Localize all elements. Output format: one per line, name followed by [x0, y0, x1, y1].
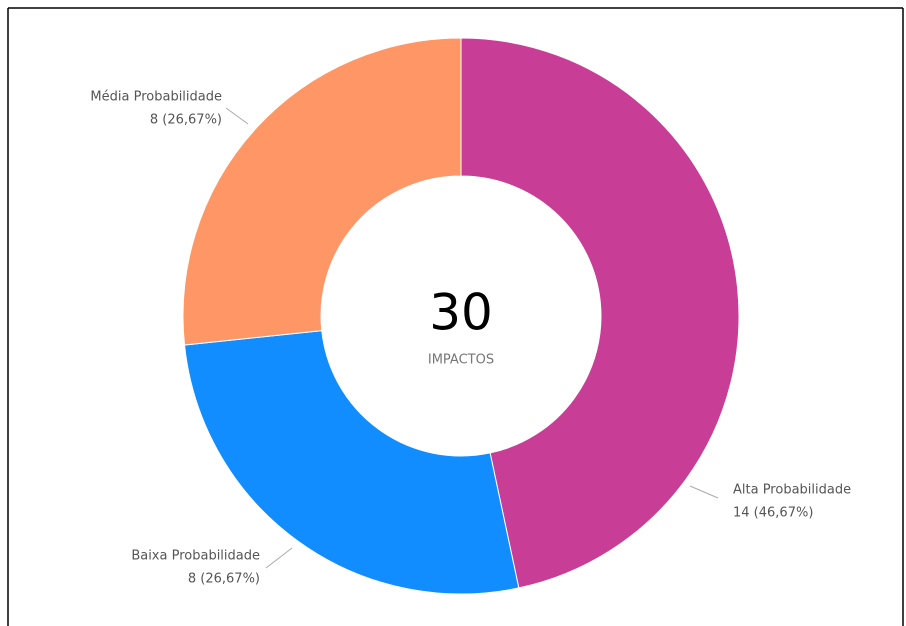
- center-value: 30: [429, 284, 493, 342]
- slice-name: Média Probabilidade: [90, 90, 222, 105]
- donut-slice: [183, 330, 520, 595]
- slice-value-label: 14 (46,67%): [733, 506, 813, 521]
- slice-value-label: 8 (26,67%): [150, 113, 222, 128]
- leader-line: [689, 485, 719, 499]
- slice-name: Baixa Probabilidade: [131, 549, 260, 564]
- donut-slice: [182, 37, 462, 346]
- donut-slice: [460, 37, 740, 589]
- slice-value-label: 8 (26,67%): [188, 572, 260, 587]
- center-label: IMPACTOS: [428, 353, 494, 368]
- slice-name: Alta Probabilidade: [733, 483, 851, 498]
- leader-line: [225, 107, 249, 125]
- leader-line: [265, 547, 293, 569]
